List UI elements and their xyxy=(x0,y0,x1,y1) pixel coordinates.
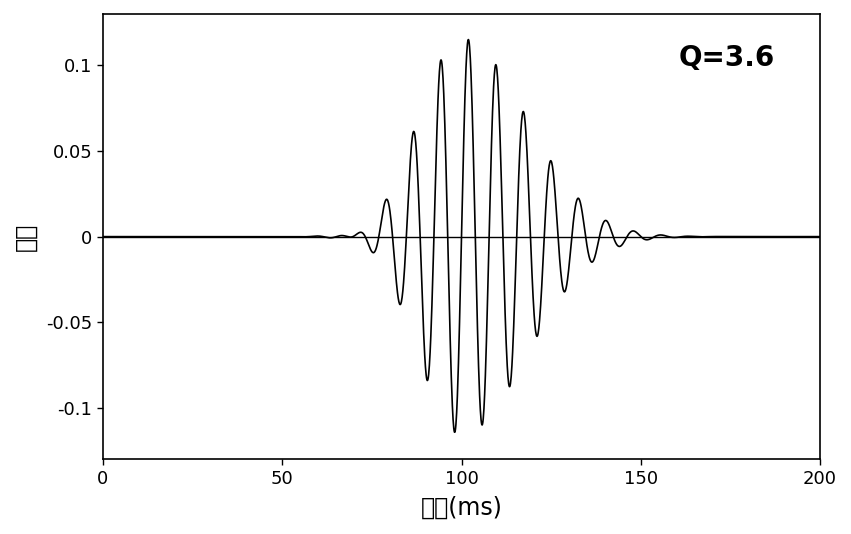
Text: Q=3.6: Q=3.6 xyxy=(679,44,775,73)
Y-axis label: 振幅: 振幅 xyxy=(14,223,38,251)
X-axis label: 时间(ms): 时间(ms) xyxy=(420,496,502,520)
